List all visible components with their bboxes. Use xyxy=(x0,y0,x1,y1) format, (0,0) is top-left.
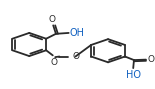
Text: O: O xyxy=(72,52,79,61)
Text: OH: OH xyxy=(69,28,84,38)
Text: O: O xyxy=(51,58,58,67)
Text: O: O xyxy=(147,55,155,64)
Text: O: O xyxy=(48,15,55,24)
Text: HO: HO xyxy=(126,70,141,80)
